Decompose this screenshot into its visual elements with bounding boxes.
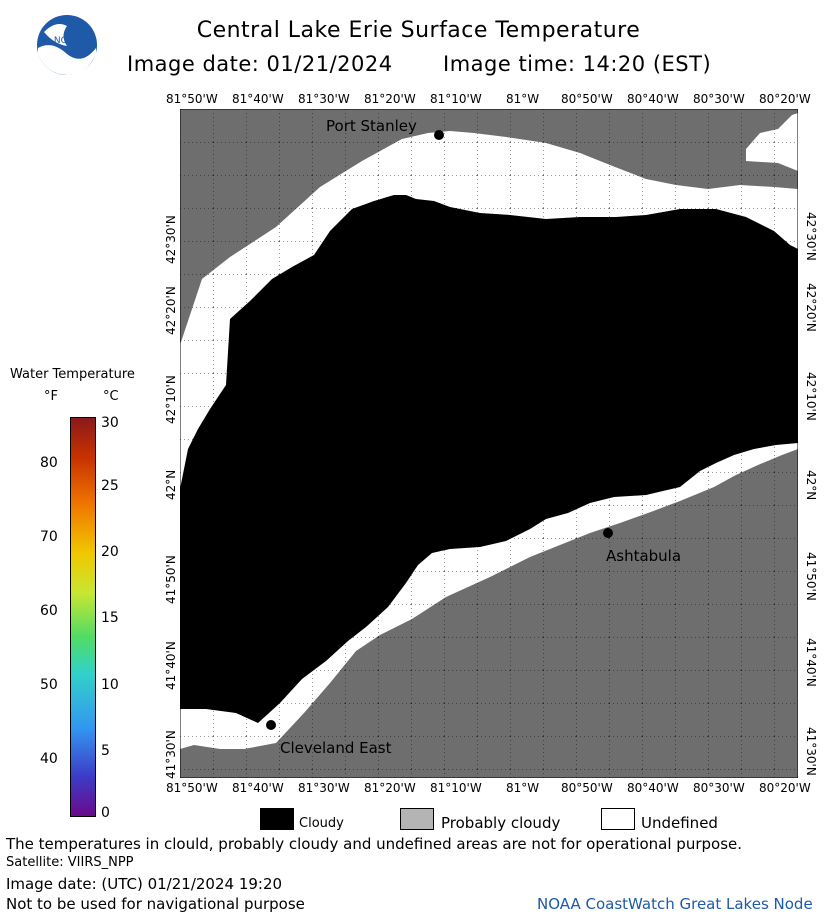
undefined-swatch: [601, 808, 635, 830]
navigation-warning: Not to be used for navigational purpose: [6, 895, 305, 913]
lat-tick: 42°10'N: [804, 372, 818, 421]
lon-tick: 81°20'W: [364, 781, 416, 795]
cloudy-label: Cloudy: [299, 816, 344, 831]
lon-tick: 81°10'W: [430, 781, 482, 795]
lon-tick: 80°30'W: [693, 92, 745, 106]
lon-tick: 80°20'W: [759, 92, 811, 106]
f-tick: 40: [40, 751, 58, 767]
lat-tick: 41°30'N: [164, 730, 178, 779]
lat-tick: 41°30'N: [804, 727, 818, 776]
lat-tick: 42°30'N: [164, 215, 178, 264]
f-tick: 80: [40, 455, 58, 471]
lat-tick: 42°20'N: [164, 286, 178, 335]
colorbar-title: Water Temperature: [10, 367, 135, 382]
probably-cloudy-label: Probably cloudy: [441, 814, 561, 832]
lat-tick: 42°20'N: [804, 283, 818, 332]
credit-text: NOAA CoastWatch Great Lakes Node: [537, 895, 813, 913]
ashtabula-marker: [603, 528, 613, 538]
lon-tick: 81°50'W: [166, 92, 218, 106]
lat-tick: 42°30'N: [804, 212, 818, 261]
satellite-text: Satellite: VIIRS_NPP: [6, 855, 134, 870]
cleveland-east-marker: [266, 720, 276, 730]
lon-tick: 81°40'W: [232, 781, 284, 795]
image-date: Image date: 01/21/2024: [127, 52, 393, 76]
lon-tick: 80°20'W: [759, 781, 811, 795]
lat-tick: 42°10'N: [164, 375, 178, 424]
f-tick: 50: [40, 677, 58, 693]
utc-date-text: Image date: (UTC) 01/21/2024 19:20: [6, 875, 283, 893]
graticule: [180, 109, 798, 778]
place-label: Cleveland East: [280, 739, 392, 757]
noaa-logo: NOAA: [36, 14, 98, 76]
lon-tick: 81°30'W: [298, 781, 350, 795]
lon-tick: 80°40'W: [627, 92, 679, 106]
lat-tick: 42°N: [164, 469, 178, 500]
place-label: Port Stanley: [326, 117, 417, 135]
lon-tick: 81°50'W: [166, 781, 218, 795]
c-tick: 10: [101, 677, 119, 693]
lon-tick: 81°W: [506, 781, 540, 795]
probably-cloudy-swatch: [400, 808, 434, 830]
lon-tick: 81°20'W: [364, 92, 416, 106]
f-tick: 70: [40, 529, 58, 545]
c-tick: 25: [101, 478, 119, 494]
c-tick: 20: [101, 544, 119, 560]
lon-tick: 81°30'W: [298, 92, 350, 106]
c-tick: 30: [101, 415, 119, 431]
page-title: Central Lake Erie Surface Temperature: [196, 18, 641, 43]
lat-tick: 41°50'N: [804, 552, 818, 601]
lat-tick: 42°N: [804, 470, 818, 501]
lon-tick: 81°W: [506, 92, 540, 106]
lat-tick: 41°40'N: [804, 638, 818, 687]
c-tick: 5: [101, 743, 110, 759]
lat-tick: 41°50'N: [164, 555, 178, 604]
c-tick: 15: [101, 610, 119, 626]
colorbar-c-label: °C: [103, 389, 119, 404]
cloudy-swatch: [260, 808, 294, 830]
port-stanley-marker: [434, 130, 444, 140]
place-label: Ashtabula: [606, 547, 682, 565]
colorbar-f-label: °F: [44, 389, 58, 404]
lon-tick: 80°30'W: [693, 781, 745, 795]
lake-map: Port Stanley Ashtabula Cleveland East: [180, 109, 798, 778]
colorbar: [70, 417, 96, 817]
c-tick: 0: [101, 805, 110, 821]
disclaimer-text: The temperatures in clould, probably clo…: [6, 835, 743, 853]
image-time: Image time: 14:20 (EST): [443, 52, 712, 76]
undefined-label: Undefined: [641, 814, 718, 832]
lon-tick: 80°40'W: [627, 781, 679, 795]
lon-tick: 81°10'W: [430, 92, 482, 106]
lon-tick: 81°40'W: [232, 92, 284, 106]
lon-tick: 80°50'W: [561, 92, 613, 106]
lat-tick: 41°40'N: [164, 641, 178, 690]
logo-text: NOAA: [54, 36, 81, 46]
lon-tick: 80°50'W: [561, 781, 613, 795]
f-tick: 60: [40, 603, 58, 619]
